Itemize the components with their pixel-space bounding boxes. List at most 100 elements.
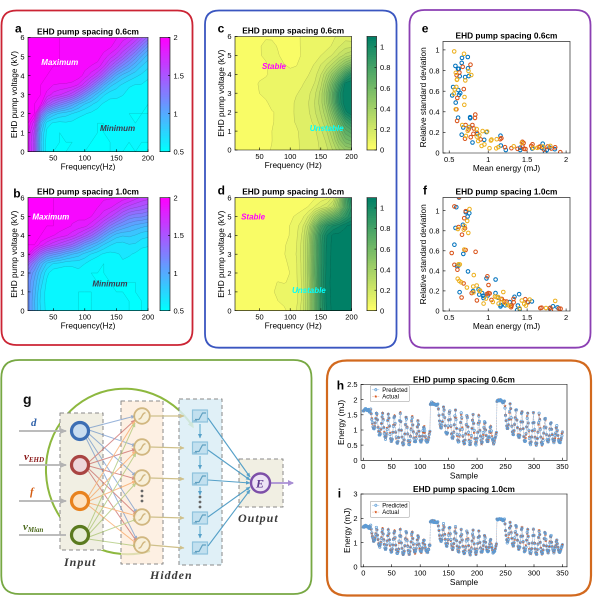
svg-text:2: 2 [227, 269, 231, 278]
svg-text:0.2: 0.2 [380, 125, 390, 134]
svg-text:e: e [422, 22, 429, 36]
svg-text:0.5: 0.5 [347, 441, 357, 450]
svg-text:200: 200 [345, 152, 358, 161]
svg-text:200: 200 [345, 313, 358, 322]
svg-text:Actual: Actual [382, 510, 399, 516]
svg-text:2: 2 [564, 155, 568, 164]
svg-text:0.8: 0.8 [380, 63, 390, 72]
svg-text:f: f [423, 183, 428, 197]
svg-text:2: 2 [20, 269, 24, 278]
svg-text:E: E [255, 477, 264, 491]
svg-text:0.2: 0.2 [429, 128, 439, 137]
svg-text:0.6: 0.6 [380, 245, 390, 254]
svg-text:150: 150 [442, 569, 455, 578]
svg-text:0.4: 0.4 [429, 108, 439, 117]
svg-text:d: d [218, 184, 225, 198]
svg-text:4: 4 [227, 231, 231, 240]
svg-text:EHD pump spacing 0.6cm: EHD pump spacing 0.6cm [37, 27, 139, 37]
svg-text:2: 2 [353, 514, 357, 523]
svg-text:50: 50 [49, 154, 57, 163]
svg-text:0.2: 0.2 [429, 287, 439, 296]
svg-text:vMian: vMian [23, 521, 44, 534]
svg-text:0: 0 [380, 146, 384, 155]
svg-text:150: 150 [110, 313, 123, 322]
svg-text:vEHD: vEHD [24, 451, 44, 464]
svg-text:3: 3 [353, 490, 357, 499]
svg-text:1: 1 [174, 269, 178, 278]
svg-text:Sample: Sample [450, 577, 479, 587]
svg-text:1: 1 [20, 128, 24, 137]
svg-text:1: 1 [227, 127, 231, 136]
svg-text:2: 2 [227, 108, 231, 117]
svg-text:0.6: 0.6 [429, 87, 439, 96]
svg-text:0.5: 0.5 [444, 313, 454, 322]
svg-text:EHD pump spacing 1.0cm: EHD pump spacing 1.0cm [456, 187, 558, 197]
svg-text:Stable: Stable [241, 212, 266, 221]
svg-text:3: 3 [227, 89, 231, 98]
svg-text:200: 200 [142, 154, 155, 163]
svg-text:1: 1 [353, 538, 357, 547]
svg-text:0: 0 [353, 456, 357, 465]
svg-text:EHD pump voltage (kV): EHD pump voltage (kV) [9, 210, 19, 297]
svg-text:g: g [23, 391, 32, 407]
svg-text:2: 2 [174, 33, 178, 42]
svg-text:Energy (mJ): Energy (mJ) [342, 508, 352, 553]
svg-text:Stable: Stable [262, 62, 287, 71]
svg-text:0.5: 0.5 [444, 155, 454, 164]
svg-text:4: 4 [20, 231, 24, 240]
svg-text:0.8: 0.8 [429, 66, 439, 75]
svg-text:0: 0 [227, 146, 231, 155]
svg-text:2.5: 2.5 [347, 380, 357, 389]
svg-text:4: 4 [227, 70, 231, 79]
svg-text:3: 3 [20, 250, 24, 259]
svg-text:50: 50 [255, 152, 263, 161]
svg-text:100: 100 [284, 152, 297, 161]
svg-text:0.6: 0.6 [429, 247, 439, 256]
svg-text:100: 100 [284, 313, 297, 322]
svg-text:0: 0 [20, 147, 24, 156]
svg-text:3: 3 [20, 90, 24, 99]
svg-text:0.4: 0.4 [380, 104, 390, 113]
svg-text:150: 150 [315, 152, 328, 161]
svg-text:Maximum: Maximum [32, 212, 69, 221]
svg-text:0: 0 [435, 149, 439, 158]
svg-text:1: 1 [174, 109, 178, 118]
svg-text:0.8: 0.8 [429, 227, 439, 236]
svg-text:0: 0 [380, 306, 384, 315]
svg-text:1: 1 [20, 288, 24, 297]
svg-text:100: 100 [79, 313, 92, 322]
svg-text:200: 200 [142, 313, 155, 322]
svg-text:2: 2 [564, 313, 568, 322]
svg-text:Sample: Sample [450, 470, 479, 480]
svg-text:c: c [218, 22, 225, 36]
svg-text:1: 1 [486, 313, 490, 322]
svg-text:0: 0 [361, 569, 365, 578]
svg-text:200: 200 [471, 569, 484, 578]
svg-text:0.5: 0.5 [174, 147, 184, 156]
svg-text:1: 1 [486, 155, 490, 164]
svg-text:2: 2 [174, 193, 178, 202]
svg-text:Mean energy (mJ): Mean energy (mJ) [473, 163, 541, 173]
svg-text:Energy (mJ): Energy (mJ) [336, 400, 346, 445]
svg-text:0: 0 [361, 462, 365, 471]
svg-text:350: 350 [556, 462, 569, 471]
svg-text:1: 1 [435, 207, 439, 216]
svg-text:EHD pump spacing 0.6cm: EHD pump spacing 0.6cm [413, 375, 515, 385]
svg-text:0.5: 0.5 [174, 306, 184, 315]
svg-text:0: 0 [435, 307, 439, 316]
svg-text:6: 6 [20, 193, 24, 202]
svg-text:Input: Input [63, 555, 96, 569]
svg-text:1: 1 [380, 43, 384, 52]
svg-text:6: 6 [20, 33, 24, 42]
svg-text:Hidden: Hidden [149, 568, 193, 582]
svg-text:EHD pump spacing 0.6cm: EHD pump spacing 0.6cm [456, 31, 558, 41]
svg-text:50: 50 [388, 462, 396, 471]
svg-text:Predicted: Predicted [382, 503, 407, 509]
svg-text:Predicted: Predicted [382, 388, 407, 394]
svg-text:d: d [31, 417, 37, 429]
svg-text:1: 1 [380, 204, 384, 213]
svg-text:EHD pump spacing 1.0cm: EHD pump spacing 1.0cm [413, 484, 515, 494]
svg-text:0: 0 [227, 306, 231, 315]
svg-text:0.4: 0.4 [380, 265, 390, 274]
svg-text:1: 1 [227, 288, 231, 297]
